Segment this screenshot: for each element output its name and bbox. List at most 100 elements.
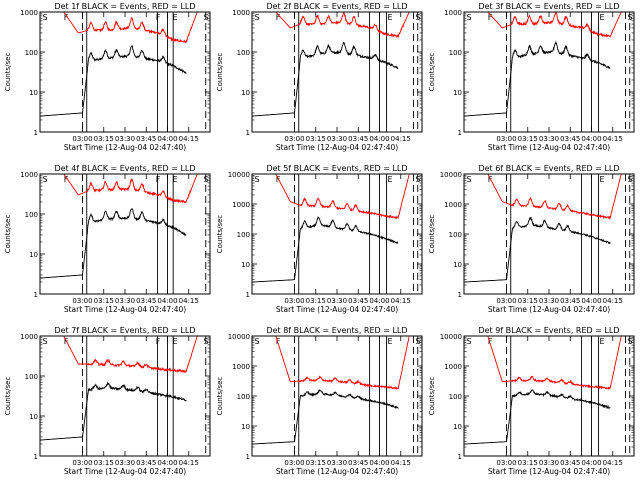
flag-label: S xyxy=(254,337,259,346)
x-tick-label: 04:15 xyxy=(391,459,411,467)
flag-label: E xyxy=(172,337,177,346)
flag-label: E xyxy=(387,175,392,184)
x-tick-label: 03:45 xyxy=(560,297,580,305)
events-trace xyxy=(464,40,611,117)
x-tick-label: 04:00 xyxy=(157,297,177,305)
panel-title: Det 4f BLACK = Events, RED = LLD xyxy=(54,164,195,173)
events-trace xyxy=(40,208,187,279)
y-axis-label: Counts/sec xyxy=(216,53,224,92)
y-tick-label: 1 xyxy=(34,291,38,299)
x-tick-label: 04:00 xyxy=(157,135,177,143)
events-trace xyxy=(252,389,399,445)
y-tick-label: 100 xyxy=(237,49,250,57)
detector-panel: Det 7f BLACK = Events, RED = LLDSFFES110… xyxy=(4,326,211,476)
panel-title: Det 5f BLACK = Events, RED = LLD xyxy=(266,164,407,173)
x-tick-label: 04:15 xyxy=(179,297,199,305)
x-tick-label: 03:00 xyxy=(496,297,516,305)
events-trace xyxy=(40,45,187,117)
plot-frame xyxy=(463,335,635,457)
panel-title: Det 7f BLACK = Events, RED = LLD xyxy=(54,326,195,335)
x-tick-label: 03:30 xyxy=(539,297,559,305)
x-tick-label: 03:30 xyxy=(327,297,347,305)
y-tick-label: 1000 xyxy=(232,363,250,371)
x-tick-label: 04:00 xyxy=(581,297,601,305)
y-tick-label: 10 xyxy=(29,89,38,97)
flag-label: S xyxy=(42,13,47,22)
y-tick-label: 10 xyxy=(453,261,462,269)
x-tick-label: 03:00 xyxy=(72,135,92,143)
x-tick-label: 03:15 xyxy=(94,297,114,305)
y-tick-label: 100 xyxy=(237,231,250,239)
x-tick-label: 04:00 xyxy=(369,135,389,143)
flag-label: S xyxy=(466,175,471,184)
detector-panel: Det 9f BLACK = Events, RED = LLDSFES1101… xyxy=(428,326,635,476)
y-tick-label: 1 xyxy=(34,129,38,137)
y-tick-label: 100 xyxy=(449,231,462,239)
x-axis-label: Start Time (12-Aug-04 02:47:40) xyxy=(276,305,398,314)
lld-trace xyxy=(63,336,198,374)
x-tick-label: 03:45 xyxy=(136,459,156,467)
y-tick-label: 1 xyxy=(458,129,462,137)
x-axis-label: Start Time (12-Aug-04 02:47:40) xyxy=(488,143,610,152)
detector-panel: Det 8f BLACK = Events, RED = LLDSFES1101… xyxy=(216,326,423,476)
x-axis-label: Start Time (12-Aug-04 02:47:40) xyxy=(276,143,398,152)
x-tick-label: 04:00 xyxy=(157,459,177,467)
x-tick-label: 03:15 xyxy=(518,459,538,467)
y-axis-label: Counts/sec xyxy=(4,215,12,254)
lld-trace xyxy=(275,174,410,220)
x-tick-label: 03:15 xyxy=(518,297,538,305)
plot-frame xyxy=(251,335,423,457)
y-tick-label: 10 xyxy=(241,423,250,431)
lld-trace xyxy=(275,12,410,39)
x-tick-label: 03:00 xyxy=(72,297,92,305)
panel-title: Det 8f BLACK = Events, RED = LLD xyxy=(266,326,407,335)
y-tick-label: 100 xyxy=(237,393,250,401)
x-tick-label: 04:00 xyxy=(369,297,389,305)
plot-frame xyxy=(463,173,635,295)
x-tick-label: 04:00 xyxy=(581,135,601,143)
y-tick-label: 10 xyxy=(29,413,38,421)
x-tick-label: 03:00 xyxy=(72,459,92,467)
flag-label: F xyxy=(156,337,161,346)
y-tick-label: 10 xyxy=(453,423,462,431)
x-axis-label: Start Time (12-Aug-04 02:47:40) xyxy=(276,467,398,476)
y-tick-label: 10 xyxy=(29,251,38,259)
flag-label: F xyxy=(64,13,69,22)
flag-label: F xyxy=(276,337,281,346)
y-tick-label: 1 xyxy=(458,291,462,299)
y-tick-label: 1000 xyxy=(444,9,462,17)
x-tick-label: 03:00 xyxy=(284,297,304,305)
x-tick-label: 04:00 xyxy=(581,459,601,467)
panel-title: Det 1f BLACK = Events, RED = LLD xyxy=(54,2,195,11)
x-axis-label: Start Time (12-Aug-04 02:47:40) xyxy=(488,467,610,476)
x-axis-label: Start Time (12-Aug-04 02:47:40) xyxy=(64,305,186,314)
events-trace xyxy=(252,41,399,117)
x-axis-label: Start Time (12-Aug-04 02:47:40) xyxy=(64,143,186,152)
x-tick-label: 04:15 xyxy=(603,459,623,467)
events-trace xyxy=(464,389,611,445)
y-tick-label: 100 xyxy=(449,49,462,57)
x-tick-label: 03:15 xyxy=(94,135,114,143)
y-axis-label: Counts/sec xyxy=(4,377,12,416)
x-tick-label: 03:45 xyxy=(136,297,156,305)
flag-label: E xyxy=(599,337,604,346)
flag-label: E xyxy=(172,175,177,184)
x-tick-label: 03:45 xyxy=(560,459,580,467)
y-axis-label: Counts/sec xyxy=(216,377,224,416)
x-tick-label: 03:45 xyxy=(348,297,368,305)
x-tick-label: 04:00 xyxy=(369,459,389,467)
y-axis-label: Counts/sec xyxy=(428,215,436,254)
flag-label: S xyxy=(466,13,471,22)
y-tick-label: 10 xyxy=(453,89,462,97)
y-tick-label: 10 xyxy=(241,89,250,97)
lld-trace xyxy=(63,12,198,44)
y-tick-label: 100 xyxy=(25,211,38,219)
y-tick-label: 100 xyxy=(25,49,38,57)
y-tick-label: 1000 xyxy=(20,171,38,179)
x-axis-label: Start Time (12-Aug-04 02:47:40) xyxy=(488,305,610,314)
flag-label: S xyxy=(42,175,47,184)
events-trace xyxy=(464,216,611,283)
x-axis-label: Start Time (12-Aug-04 02:47:40) xyxy=(64,467,186,476)
y-axis-label: Counts/sec xyxy=(428,53,436,92)
detector-panel: Det 1f BLACK = Events, RED = LLDSFFES110… xyxy=(4,2,211,152)
